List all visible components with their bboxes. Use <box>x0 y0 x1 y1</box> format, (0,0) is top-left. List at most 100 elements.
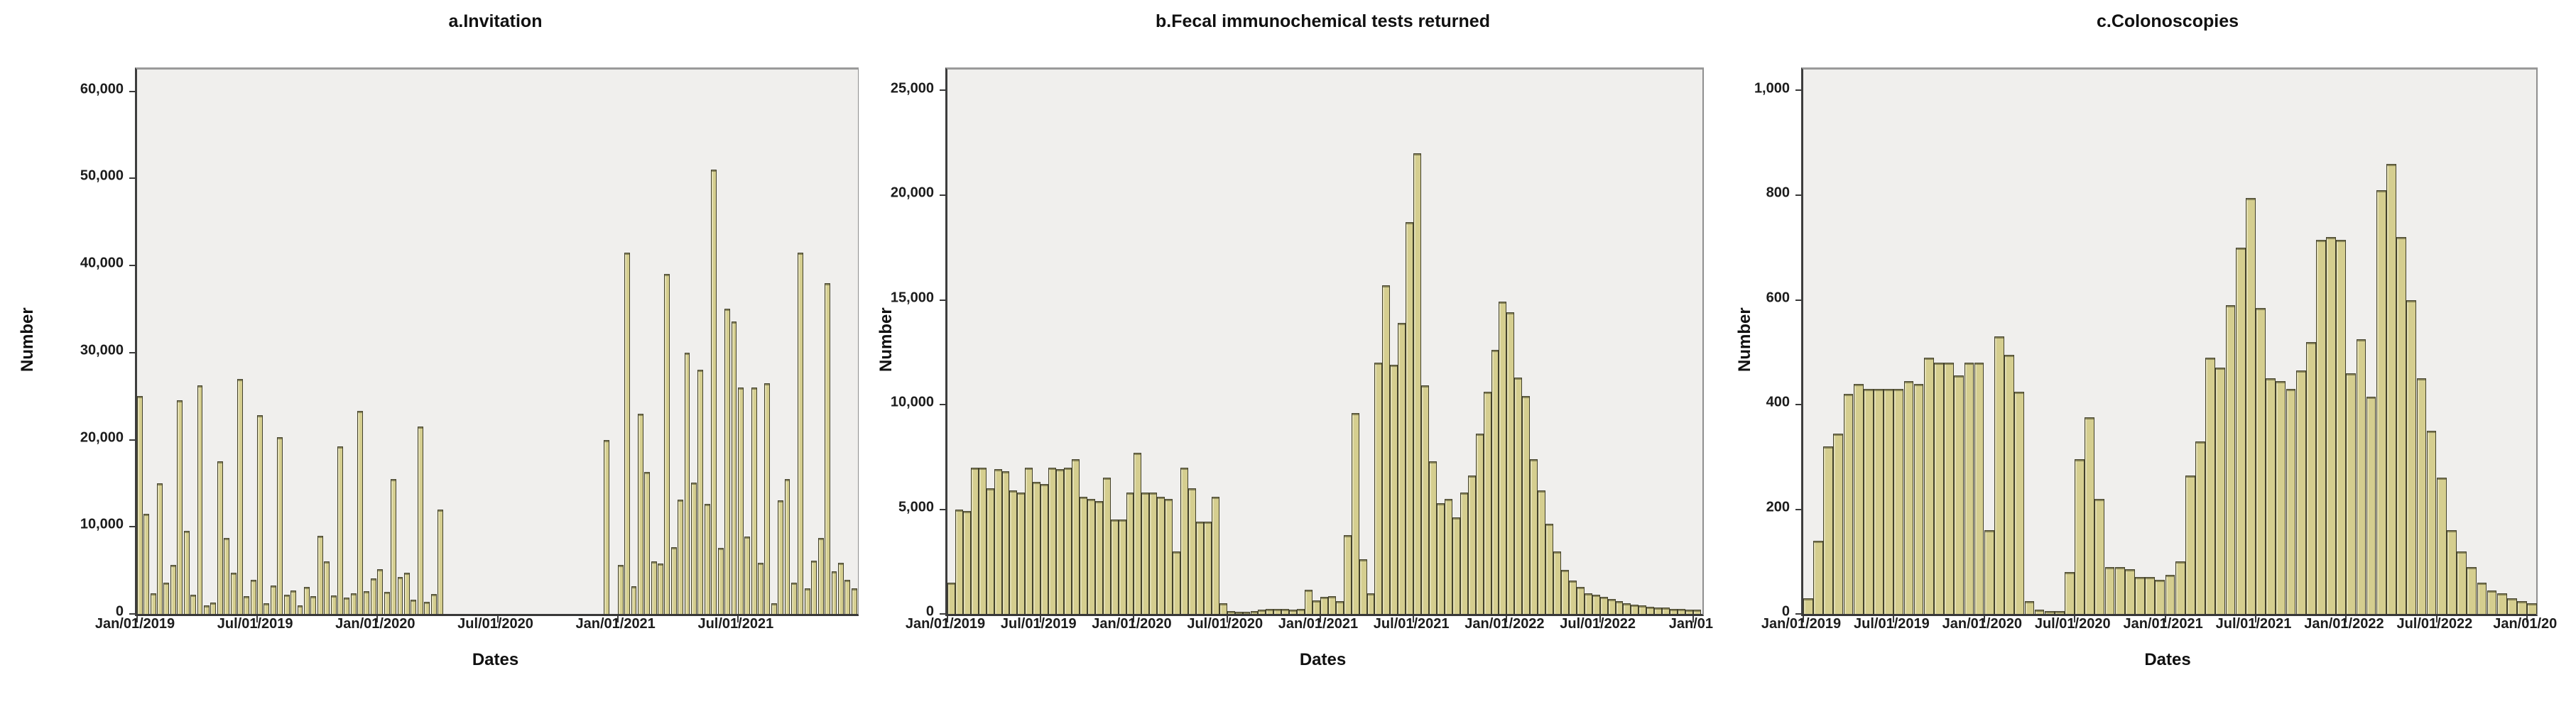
bar <box>1670 608 1678 614</box>
x-tick-label: Jan/01/2020 <box>1092 616 1172 632</box>
bar <box>617 565 624 614</box>
bar <box>804 588 810 614</box>
bar <box>437 509 443 614</box>
bar <box>1157 496 1165 614</box>
bar <box>1110 520 1119 614</box>
bar <box>1491 350 1499 614</box>
bar <box>1079 496 1087 614</box>
bar <box>1964 363 1974 614</box>
bar <box>157 483 163 614</box>
bar <box>2315 239 2326 614</box>
x-tick-mark <box>2255 616 2257 622</box>
x-tick-label: Jul/01/2019 <box>217 616 293 632</box>
x-tick-mark <box>1803 616 1804 622</box>
y-tick-mark <box>940 508 946 510</box>
x-axis-label: Dates <box>472 650 519 669</box>
y-axis-tick-labels: 1,000 800 600 400 200 0 <box>1717 67 1790 620</box>
bar <box>371 578 376 614</box>
bar <box>1874 388 1884 614</box>
bar <box>824 282 830 614</box>
bar <box>403 573 410 614</box>
bar <box>1499 302 1507 614</box>
bar <box>1522 396 1531 614</box>
x-tick-mark <box>2345 616 2347 622</box>
plot-area <box>940 67 1704 622</box>
bar <box>430 593 437 614</box>
y-tick-mark <box>129 351 136 353</box>
bar <box>1165 498 1173 614</box>
bar <box>2356 339 2366 614</box>
bar <box>1475 434 1484 614</box>
bar <box>1631 604 1639 614</box>
x-tick-label: Jan/01/2022 <box>2304 616 2384 632</box>
bar <box>1180 467 1188 614</box>
y-tick-mark <box>129 526 136 528</box>
bar <box>962 511 971 614</box>
y-tick-mark <box>129 90 136 92</box>
bar <box>970 467 979 614</box>
bar <box>1538 490 1546 614</box>
bar <box>1678 608 1685 614</box>
y-tick-label: 10,000 <box>80 516 124 532</box>
bar <box>1553 551 1561 614</box>
x-tick-mark <box>256 616 259 622</box>
bar <box>2336 239 2346 614</box>
bar <box>2386 163 2396 614</box>
bar <box>1863 388 1874 614</box>
bar <box>210 603 217 614</box>
bar <box>798 252 804 614</box>
bar <box>2034 610 2045 614</box>
bar <box>317 535 323 614</box>
bar <box>1188 488 1196 614</box>
x-axis-tick-labels: Jan/01/2019 Jul/01/2019 Jan/01/2020 Jul/01/… <box>1761 616 2557 640</box>
y-tick-mark <box>940 194 946 196</box>
bar <box>1071 458 1080 614</box>
bar <box>1374 363 1383 614</box>
bar <box>2527 603 2538 614</box>
bar <box>2517 600 2527 614</box>
bar <box>947 582 955 614</box>
bar <box>684 352 690 614</box>
bar <box>250 580 256 614</box>
x-tick-label: Jul/01/2019 <box>1000 616 1077 632</box>
bar <box>297 605 303 614</box>
bar <box>2014 391 2025 614</box>
bar <box>2305 341 2316 614</box>
bar <box>244 596 250 614</box>
bar <box>1853 383 1864 614</box>
bar <box>670 547 677 614</box>
x-tick-label: Jul/01/2020 <box>2034 616 2111 632</box>
bar <box>1954 375 1964 614</box>
x-tick-mark <box>1319 616 1321 622</box>
y-tick-label: 15,000 <box>890 290 934 305</box>
x-tick-label: Jan/01/2019 <box>905 616 986 632</box>
y-tick-label: 30,000 <box>80 342 124 358</box>
bar <box>424 601 430 614</box>
bar <box>2185 475 2195 614</box>
bar <box>978 467 987 614</box>
bar <box>357 411 364 614</box>
y-tick-label: 0 <box>925 603 934 620</box>
chart-panel-invitation: a.Invitation Number 60,000 50,000 40,000 30… <box>0 0 859 714</box>
bar <box>1545 524 1553 614</box>
bar <box>831 571 837 614</box>
x-tick-label: Jan/01/2021 <box>575 616 656 632</box>
bar <box>1320 597 1328 614</box>
y-tick-label: 60,000 <box>80 81 124 97</box>
bar <box>844 580 850 614</box>
bar <box>1126 492 1134 614</box>
bar <box>2467 566 2477 614</box>
bar <box>737 387 744 614</box>
bar <box>2286 388 2296 614</box>
bar <box>1803 598 1813 614</box>
bar <box>1351 412 1359 614</box>
bar <box>1560 570 1569 614</box>
y-tick-mark <box>940 89 946 92</box>
x-tick-label: Jul/01/2022 <box>1560 616 1636 632</box>
x-tick-label: Jan/01 <box>1668 616 1714 632</box>
bar <box>1040 484 1049 614</box>
bar <box>137 396 143 614</box>
chart-panel-colonoscopies: c.Colonoscopies Number 1,000 800 600 400 200… <box>1717 0 2576 714</box>
bar <box>2416 378 2427 614</box>
bar <box>1813 540 1824 614</box>
